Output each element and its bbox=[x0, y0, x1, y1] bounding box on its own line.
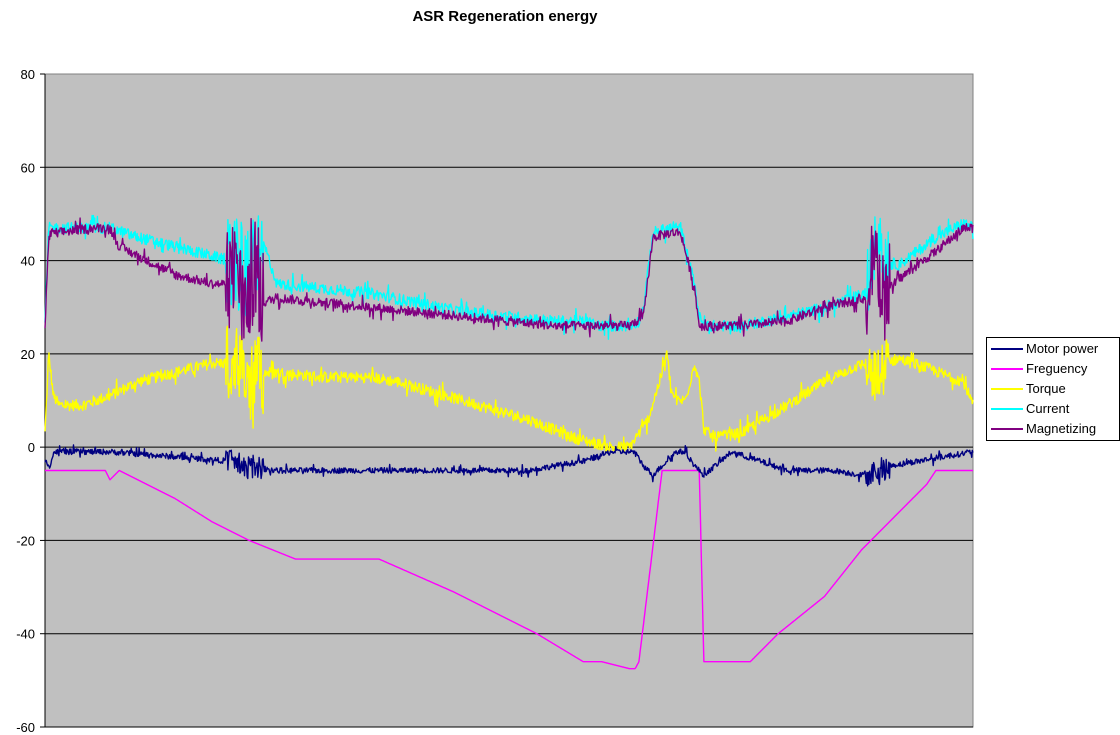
chart-legend: Motor power Freguency Torque Current Magneti… bbox=[986, 337, 1120, 441]
y-tick-label: 20 bbox=[21, 347, 35, 362]
legend-item-torque: Torque bbox=[987, 379, 1119, 398]
series-line-magnetizing bbox=[44, 217, 974, 342]
legend-label: Magnetizing bbox=[1026, 421, 1097, 436]
legend-label: Freguency bbox=[1026, 361, 1088, 376]
plot-area bbox=[44, 73, 974, 728]
legend-label: Motor power bbox=[1026, 341, 1099, 356]
y-tick-label: -20 bbox=[16, 533, 35, 548]
legend-label: Torque bbox=[1026, 381, 1066, 396]
legend-item-magnetizing: Magnetizing bbox=[987, 419, 1119, 438]
y-tick-label: 80 bbox=[21, 67, 35, 82]
y-tick-label: -40 bbox=[16, 627, 35, 642]
series-line-torque bbox=[44, 325, 974, 453]
y-tick-label: 40 bbox=[21, 254, 35, 269]
y-tick-label: -60 bbox=[16, 720, 35, 735]
legend-swatch bbox=[991, 407, 1023, 410]
legend-item-freguency: Freguency bbox=[987, 359, 1119, 378]
legend-label: Current bbox=[1026, 401, 1070, 416]
legend-item-current: Current bbox=[987, 399, 1119, 418]
y-tick-label: 0 bbox=[28, 440, 35, 455]
legend-item-motor-power: Motor power bbox=[987, 339, 1119, 358]
legend-swatch bbox=[991, 427, 1023, 430]
series-line-freguency bbox=[45, 469, 973, 670]
y-tick-label: 60 bbox=[21, 160, 35, 175]
legend-swatch bbox=[991, 347, 1023, 350]
legend-swatch bbox=[991, 387, 1023, 390]
series-line-motor-power bbox=[44, 444, 974, 487]
series-line-current bbox=[44, 214, 974, 340]
legend-swatch bbox=[991, 367, 1023, 370]
chart-title: ASR Regeneration energy bbox=[412, 8, 598, 25]
